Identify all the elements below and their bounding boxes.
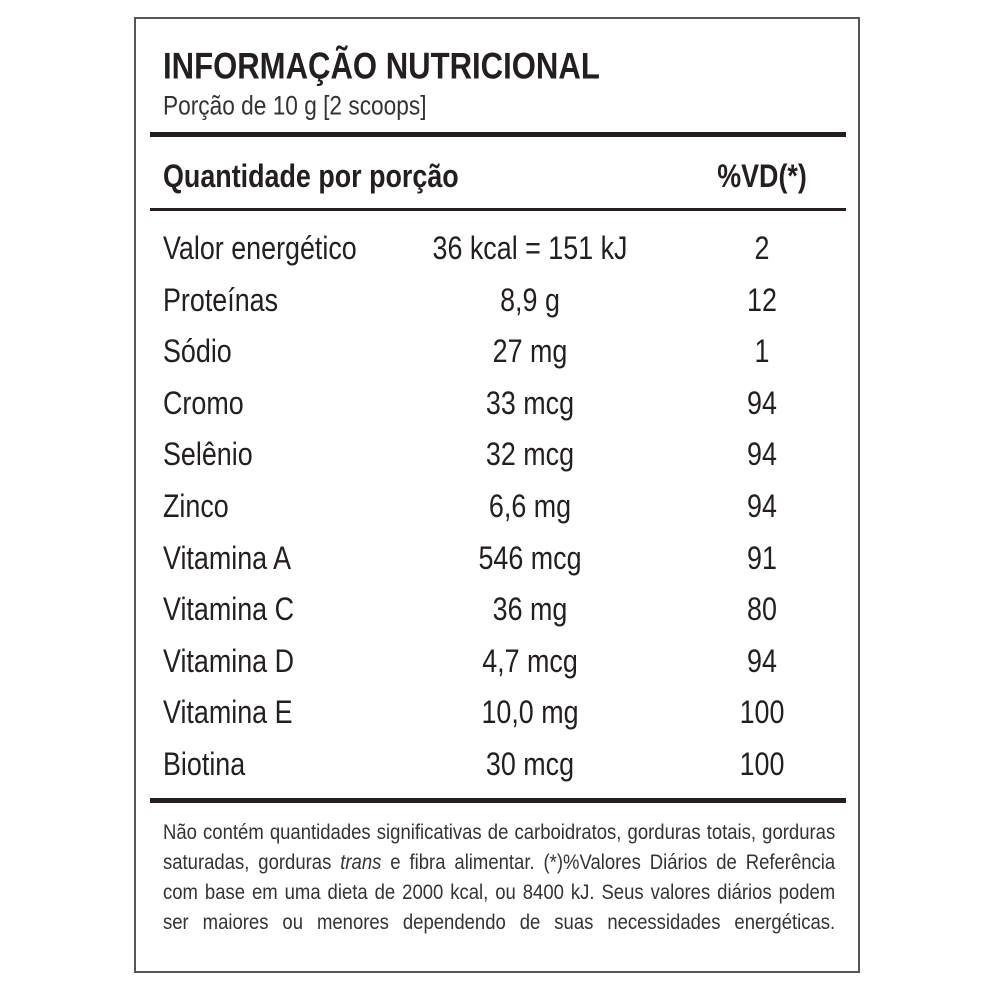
daily-value: 94	[747, 488, 777, 524]
header-quantity: Quantidade por porção	[163, 158, 459, 194]
nutrient: Sódio	[163, 333, 232, 370]
nutrient: Proteínas	[163, 281, 279, 318]
nutrient: Zinco	[163, 488, 229, 524]
serving: Porção de 10 g [2 scoops]	[163, 90, 427, 121]
amount: 36 mg	[492, 591, 568, 628]
amount: 8,9 g	[500, 281, 560, 318]
daily-value: 100	[739, 746, 785, 782]
daily-value: 100	[739, 694, 785, 731]
nutrient: Cromo	[163, 384, 244, 421]
amount: 6,6 mg	[488, 488, 572, 524]
header-dv: %VD(*)	[717, 158, 807, 194]
nutrient: Selênio	[163, 436, 253, 473]
nutrient: Vitamina A	[163, 539, 292, 576]
footnote-text: e fibra alimentar. (*)%Valores Diários d…	[163, 851, 836, 934]
amount: 4,7 mcg	[482, 642, 578, 679]
amount: 33 mcg	[485, 384, 575, 421]
daily-value: 2	[754, 230, 770, 266]
daily-value: 94	[747, 436, 777, 473]
title: INFORMAÇÃO NUTRICIONAL	[163, 45, 600, 87]
daily-value: 1	[754, 333, 770, 370]
amount: 32 mcg	[485, 436, 575, 473]
daily-value: 91	[747, 539, 777, 576]
daily-value: 80	[747, 591, 777, 628]
nutrient: Vitamina C	[163, 591, 294, 628]
nutrient: Biotina	[163, 746, 246, 782]
nutrient: Vitamina E	[163, 694, 293, 731]
footnote-text: Não contém quantidades significativas de…	[163, 821, 836, 874]
daily-value: 94	[747, 384, 777, 421]
label-border	[134, 17, 860, 973]
daily-value: 12	[747, 281, 777, 318]
rule	[150, 132, 846, 137]
nutrient: Vitamina D	[163, 642, 294, 679]
amount: 36 kcal = 151 kJ	[432, 230, 628, 266]
rule	[150, 208, 846, 211]
nutrient: Valor energético	[163, 230, 357, 266]
daily-value: 94	[747, 642, 777, 679]
amount: 10,0 mg	[481, 694, 579, 731]
amount: 27 mg	[492, 333, 568, 370]
footnote-italic: trans	[340, 851, 382, 874]
rule	[150, 798, 846, 803]
footnote: Não contém quantidades significativas de…	[163, 818, 835, 938]
amount: 546 mcg	[478, 539, 582, 576]
amount: 30 mcg	[485, 746, 575, 782]
